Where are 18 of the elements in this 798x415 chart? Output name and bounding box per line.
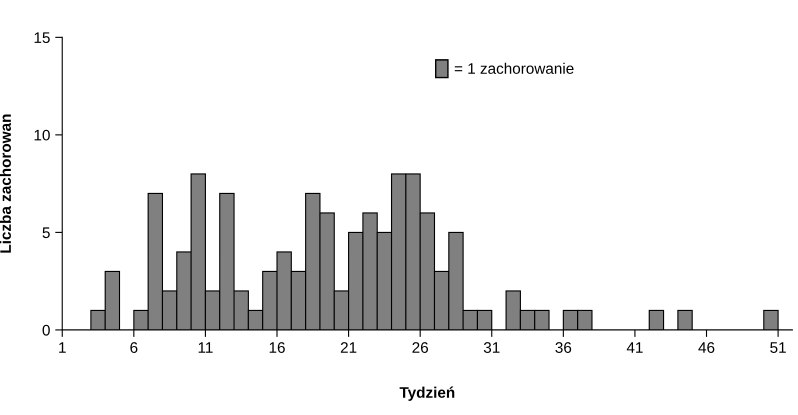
y-tick-label: 15 xyxy=(34,32,50,44)
y-tick-label: 10 xyxy=(34,130,50,141)
x-tick-label: 21 xyxy=(340,342,356,353)
x-tick-label: 46 xyxy=(698,342,714,353)
x-tick-label: 31 xyxy=(484,342,500,353)
x-tick-label: 16 xyxy=(270,342,285,353)
x-tick-label: 51 xyxy=(770,342,786,353)
y-tick-label: 5 xyxy=(42,227,50,238)
y-tick-label: 0 xyxy=(42,324,50,336)
x-tick-label: 1 xyxy=(59,342,66,353)
x-tick-label: 26 xyxy=(412,342,428,353)
legend-label: = 1 zachorowanie xyxy=(454,62,574,74)
y-axis-title: Liczba zachorowan xyxy=(0,114,11,253)
x-tick-label: 6 xyxy=(130,342,138,353)
x-tick-label: 36 xyxy=(555,342,572,353)
x-tick-label: 41 xyxy=(626,342,643,353)
x-axis-title: Tydzień xyxy=(400,386,454,401)
x-tick-label: 11 xyxy=(198,342,213,353)
